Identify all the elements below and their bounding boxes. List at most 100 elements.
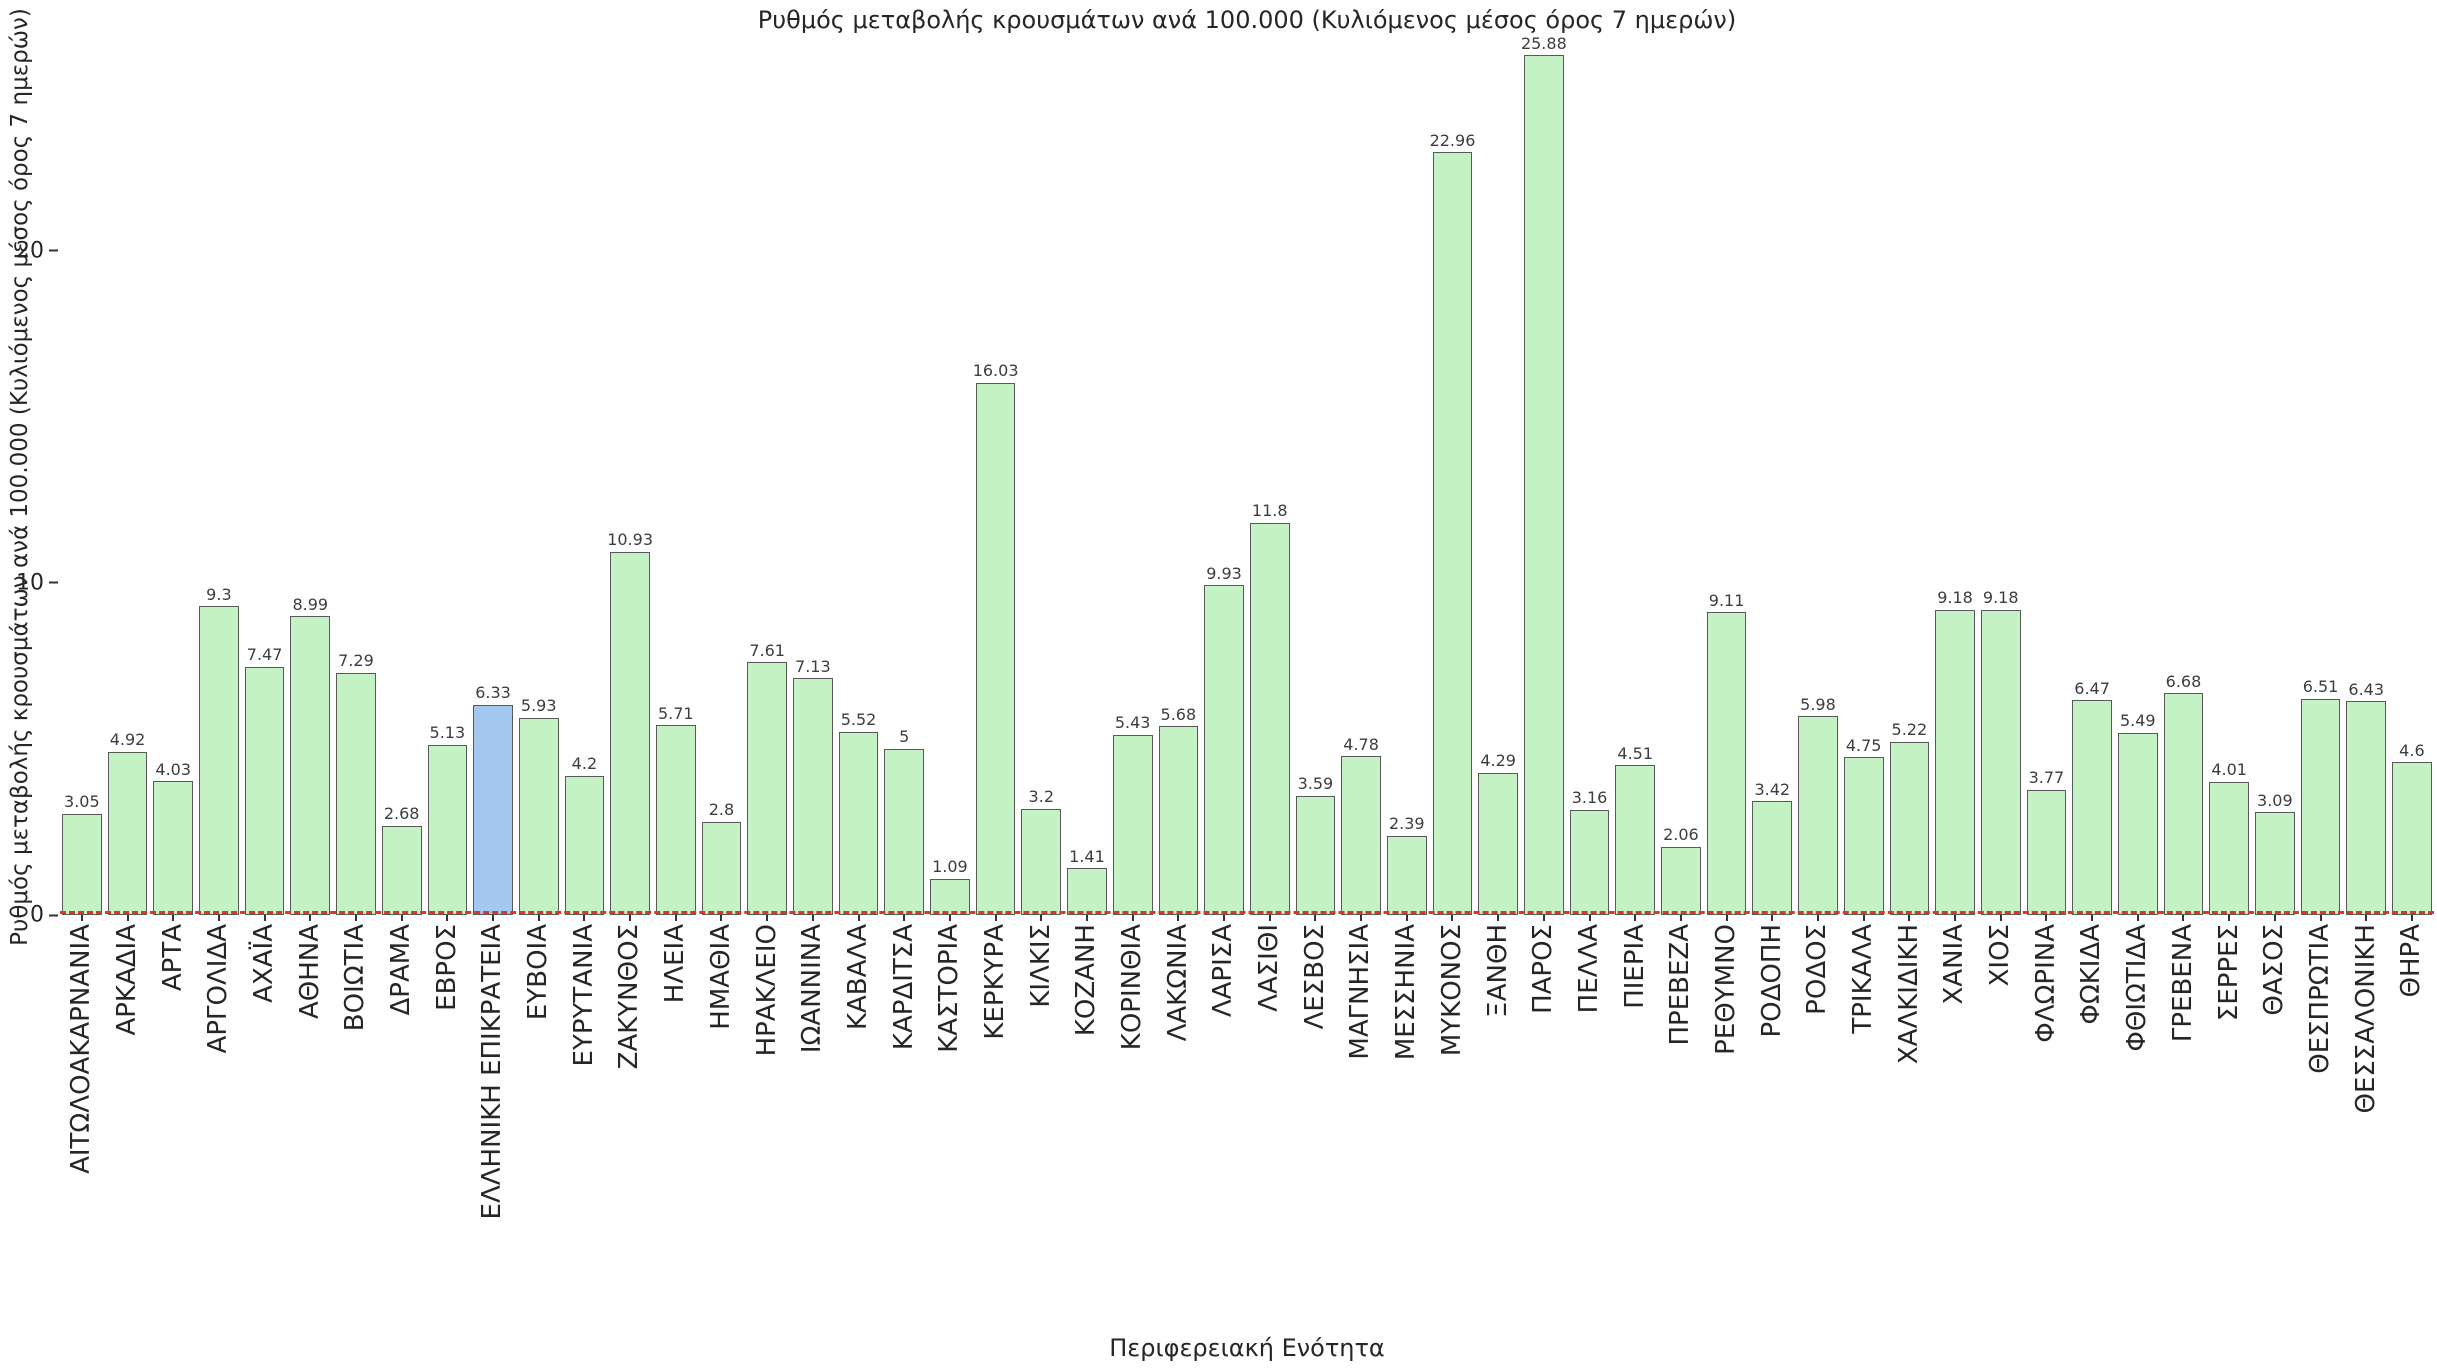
x-tick-mark: [2365, 915, 2368, 921]
x-label-zone: ΡΟΔΟΣ: [1802, 924, 1832, 1360]
bar-column: 3.05 ΑΙΤΩΛΟΑΚΑΡΝΑΝΙΑ: [62, 38, 102, 1360]
x-tick-mark: [1040, 915, 1043, 921]
x-label-zone: ΖΑΚΥΝΘΟΣ: [614, 924, 645, 1360]
bar-column: 4.75 ΤΡΙΚΑΛΑ: [1843, 38, 1884, 1360]
bar-zone: 4.51: [1615, 38, 1656, 915]
x-category-label: ΑΙΤΩΛΟΑΚΑΡΝΑΝΙΑ: [66, 924, 97, 1174]
x-label-zone: ΕΥΒΟΙΑ: [523, 924, 553, 1360]
bar-column: 3.16 ΠΕΛΛΑ: [1569, 38, 1610, 1360]
bar-value-label: 2.68: [383, 804, 420, 824]
x-label-zone: ΓΡΕΒΕΝΑ: [2168, 924, 2198, 1360]
bar-column: 6.51 ΘΕΣΠΡΩΤΙΑ: [2300, 38, 2341, 1360]
x-label-zone: ΠΑΡΟΣ: [1528, 924, 1558, 1360]
x-tick-mark: [1497, 915, 1500, 921]
x-tick-mark: [629, 915, 632, 921]
bar-zone: 5.93: [518, 38, 559, 915]
bar: [1249, 523, 1290, 915]
x-label-zone: ΙΩΑΝΝΙΝΑ: [797, 924, 827, 1360]
x-label-zone: ΗΛΕΙΑ: [660, 924, 690, 1360]
bar: [564, 775, 605, 915]
x-category-label: ΑΡΚΑΔΙΑ: [111, 924, 142, 1036]
bar-column: 4.78 ΜΑΓΝΗΣΙΑ: [1341, 38, 1381, 1360]
bar-column: 7.13 ΙΩΑΝΝΙΝΑ: [793, 38, 833, 1360]
x-label-zone: ΑΙΤΩΛΟΑΚΑΡΝΑΝΙΑ: [66, 924, 97, 1360]
x-tick-mark: [1542, 915, 1545, 921]
x-label-zone: ΡΕΘΥΜΝΟ: [1711, 924, 1741, 1360]
plot-area: 3.05 ΑΙΤΩΛΟΑΚΑΡΝΑΝΙΑ 4.92 ΑΡΚΑΔΙΑ 4.03 ΑΡΤΑ 9.…: [60, 35, 2434, 1219]
x-tick-mark: [1451, 915, 1454, 921]
bar-value-label: 8.99: [292, 594, 329, 614]
bar-zone: 6.33: [473, 38, 513, 915]
x-tick-mark: [1085, 915, 1088, 921]
y-tick-mark: [49, 581, 58, 584]
bar: [2300, 698, 2341, 915]
x-tick-mark: [217, 915, 220, 921]
x-label-zone: ΚΑΒΑΛΑ: [843, 924, 873, 1360]
bar-value-label: 4.03: [155, 759, 192, 779]
x-category-label: ΦΘΙΩΤΙΔΑ: [2122, 924, 2153, 1052]
x-label-zone: ΧΑΝΙΑ: [1939, 924, 1969, 1360]
bar-value-label: 7.47: [246, 645, 283, 665]
bar-zone: 3.59: [1295, 38, 1336, 915]
bar-value-label: 2.39: [1388, 814, 1425, 834]
x-label-zone: ΘΑΣΟΣ: [2259, 924, 2289, 1360]
bar-column: 3.2 ΚΙΛΚΙΣ: [1021, 38, 1062, 1360]
x-category-label: ΧΑΛΚΙΔΙΚΗ: [1893, 924, 1924, 1065]
x-category-label: ΛΕΣΒΟΣ: [1299, 924, 1330, 1030]
bar-zone: 16.03: [973, 38, 1019, 915]
x-tick-mark: [1771, 915, 1774, 921]
y-tick-mark: [49, 914, 58, 916]
x-label-zone: ΚΙΛΚΙΣ: [1025, 924, 1056, 1360]
x-tick-mark: [263, 915, 266, 921]
bar-value-label: 6.51: [2302, 677, 2339, 697]
bar-value-label: 4.29: [1480, 750, 1516, 770]
bar: [473, 704, 513, 915]
x-label-zone: ΛΑΚΩΝΙΑ: [1163, 924, 1193, 1360]
x-label-zone: ΠΕΛΛΑ: [1573, 924, 1604, 1360]
x-tick-mark: [857, 915, 860, 921]
y-tick-mark: [49, 249, 58, 252]
bar: [62, 813, 102, 915]
bar: [336, 672, 376, 915]
bar-zone: 9.18: [1935, 38, 1975, 915]
x-category-label: ΚΟΡΙΝΘΙΑ: [1117, 924, 1147, 1051]
bar-column: 4.01 ΣΕΡΡΕΣ: [2209, 38, 2249, 1360]
bar: [701, 822, 742, 915]
bar-value-label: 7.61: [749, 640, 785, 660]
bar-value-label: 4.92: [109, 730, 146, 750]
bar-zone: 5.13: [427, 38, 468, 915]
bar-value-label: 2.06: [1663, 825, 1699, 845]
x-tick-mark: [1588, 915, 1591, 921]
bar: [2117, 732, 2158, 915]
x-tick-mark: [1999, 915, 2002, 921]
x-category-label: ΛΑΡΙΣΑ: [1208, 924, 1239, 1018]
x-category-label: ΑΧΑΪΑ: [248, 924, 279, 1003]
bar-zone: 5.52: [838, 38, 879, 915]
y-tick-label: 20: [16, 238, 44, 264]
x-category-label: ΘΕΣΣΑΛΟΝΙΚΗ: [2350, 924, 2381, 1114]
bar-value-label: 5.93: [520, 696, 557, 716]
bar-column: 22.96 ΜΥΚΟΝΟΣ: [1430, 38, 1476, 1360]
bar-zone: 7.47: [244, 38, 285, 915]
x-category-label: ΖΑΚΥΝΘΟΣ: [614, 924, 645, 1070]
x-tick-mark: [2319, 915, 2322, 921]
x-category-label: ΚΙΛΚΙΣ: [1025, 924, 1056, 1008]
bar-column: 9.18 ΧΙΟΣ: [1980, 38, 2021, 1360]
x-tick-mark: [354, 915, 357, 921]
zero-baseline: [60, 911, 2434, 914]
bar-value-label: 5.13: [429, 723, 466, 743]
bar: [2163, 693, 2204, 915]
bar-value-label: 5.52: [840, 710, 877, 730]
bar-zone: 3.16: [1569, 38, 1610, 915]
x-category-label: ΠΕΛΛΑ: [1573, 924, 1604, 1014]
bar: [2026, 789, 2067, 915]
bar-value-label: 9.93: [1206, 563, 1242, 583]
x-category-label: ΗΜΑΘΙΑ: [705, 924, 736, 1030]
x-category-label: ΘΕΣΠΡΩΤΙΑ: [2304, 924, 2335, 1074]
bar-column: 6.47 ΦΩΚΙΔΑ: [2072, 38, 2112, 1360]
bar: [930, 878, 970, 915]
bar-zone: 3.42: [1752, 38, 1793, 915]
bar: [1843, 757, 1884, 915]
bar-zone: 11.8: [1249, 38, 1290, 915]
